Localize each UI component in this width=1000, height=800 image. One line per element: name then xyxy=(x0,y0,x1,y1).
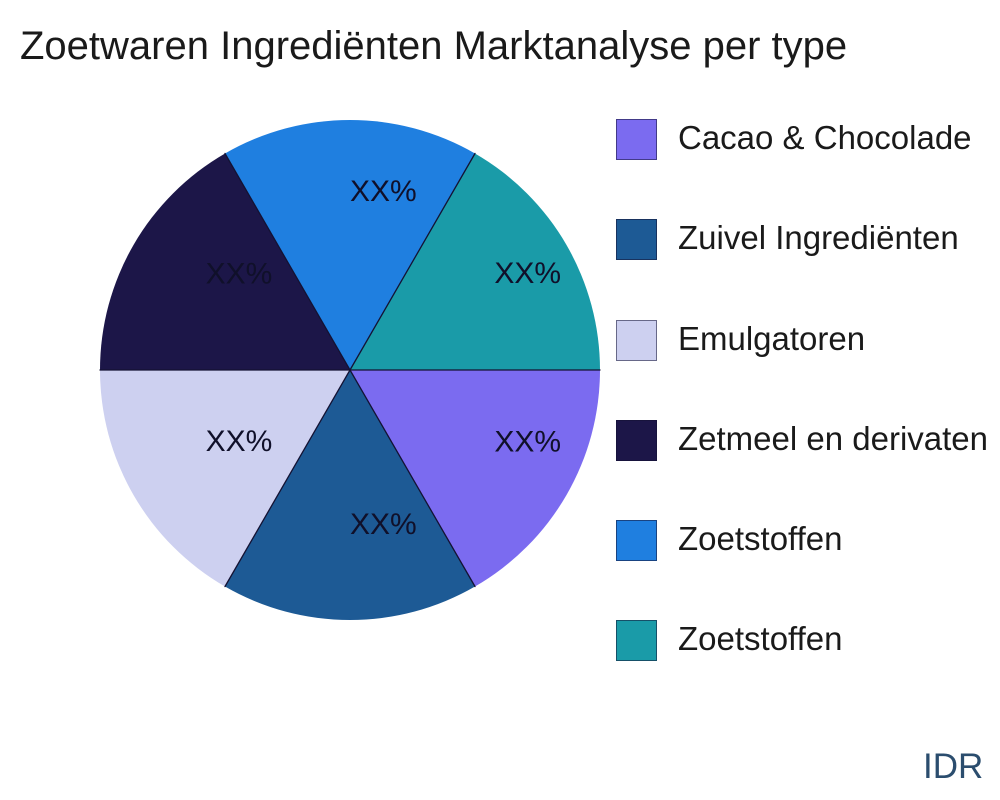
svg-text:XX%: XX% xyxy=(206,425,273,458)
svg-text:XX%: XX% xyxy=(494,425,561,458)
svg-text:XX%: XX% xyxy=(494,257,561,290)
svg-text:XX%: XX% xyxy=(350,175,417,208)
svg-text:XX%: XX% xyxy=(350,508,417,541)
svg-text:XX%: XX% xyxy=(206,257,273,290)
